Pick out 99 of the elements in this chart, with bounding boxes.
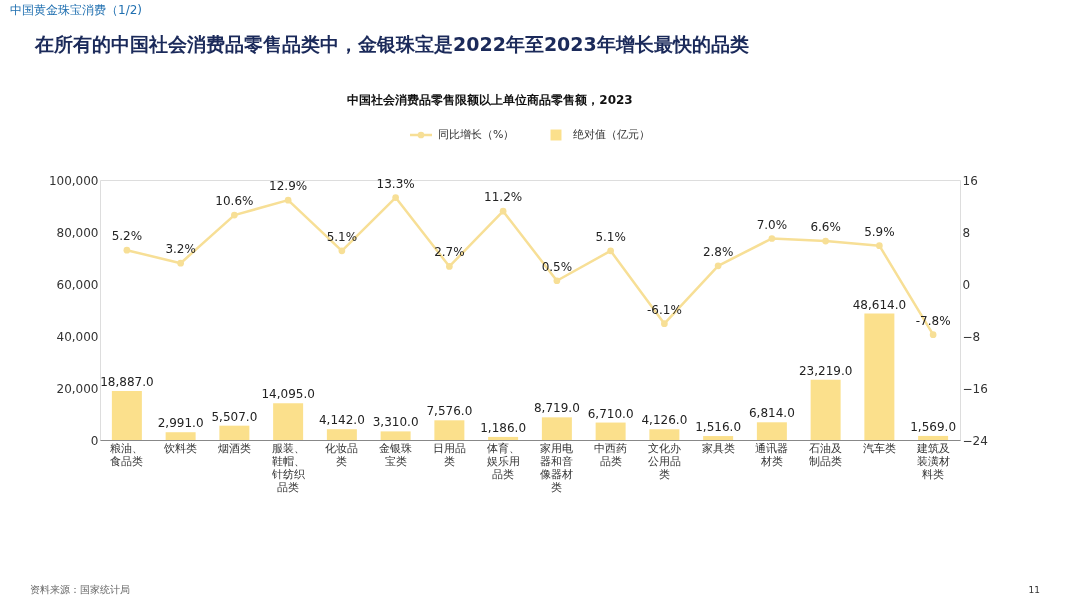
data-label: 23,219.0 [798,363,853,378]
data-label: 5,507.0 [211,409,258,424]
point [177,259,184,267]
y2-tick-label: −8 [962,329,981,344]
bar [864,313,895,440]
point [822,237,829,245]
y2-tick-label: 8 [962,225,971,240]
x-tick-label: 烟酒类 [217,441,251,455]
bar [756,422,787,440]
text: 资料来源：国家统计局 [30,584,130,595]
data-label: 48,614.0 [852,297,907,312]
x-tick-label: 建筑及装潢材料类 [915,441,950,481]
point [876,242,883,249]
x-tick-label: 通讯器材类 [755,441,789,468]
point [284,196,292,204]
y-tick-label: 0 [90,433,99,448]
data-label: 8,719.0 [533,401,580,416]
x-tick-label: 汽车类 [862,441,896,455]
y2-tick-label: −16 [962,381,988,396]
bar [810,379,841,440]
data-label: 6,710.0 [587,406,634,421]
data-label: 2,991.0 [157,416,204,431]
data-label: 5.2% [111,229,143,244]
data-label: 12.9% [269,179,308,194]
data-label: 7,576.0 [426,404,473,419]
point [714,262,722,270]
point [231,211,238,219]
bar [488,436,519,440]
data-label: -7.8% [915,313,951,328]
y-tick-label: 80,000 [56,225,99,240]
data-label: 5.1% [595,229,626,244]
point [553,277,561,285]
point [338,247,346,255]
data-label: 4,142.0 [318,413,365,428]
data-label: 10.6% [215,194,254,209]
data-label: 0.5% [541,259,573,274]
bar [273,403,304,440]
data-label: 18,887.0 [100,374,154,389]
bar [434,420,465,440]
data-label: 1,569.0 [910,419,957,434]
bar [165,432,196,440]
data-label: 2.8% [702,244,734,259]
point [661,320,668,327]
point [392,194,399,201]
legend-label: 同比增长（%） [438,128,515,141]
bar [703,436,734,440]
point [929,331,937,339]
x-tick-label: 家用电器和音像器材类 [540,441,574,494]
x-tick-label: 文化办公用品类 [647,441,681,481]
x-tick-label: 金银珠宝类 [379,441,413,468]
chart-title: 在所有的中国社会消费品零售品类中，金银珠宝是2022年至2023年增长最快的品类 [34,33,749,55]
x-tick-label: 体育、娱乐用品类 [486,441,520,481]
data-label: 6,814.0 [748,406,795,421]
data-label: 11.2% [484,190,523,205]
x-tick-label: 饮料类 [163,441,198,455]
y2-tick-label: −24 [962,433,988,448]
bar [380,431,411,440]
x-tick-label: 服装、鞋帽、针纺织品类 [270,441,305,494]
y-tick-label: 20,000 [56,381,99,396]
y2-tick-label: 16 [962,173,978,188]
data-label: 1,186.0 [480,420,527,435]
point [499,207,507,215]
data-label: -6.1% [646,302,682,317]
data-label: 5.9% [864,224,895,239]
text: 11 [1028,585,1040,595]
data-label: 4,126.0 [641,413,688,428]
point [446,263,453,270]
bar [326,429,357,440]
x-tick-label: 石油及制品类 [809,441,843,468]
legend-label: 绝对值（亿元） [573,128,650,141]
data-label: 5.1% [326,229,358,244]
y-tick-label: 40,000 [56,329,99,344]
bar [918,435,949,440]
y-tick-label: 60,000 [56,277,99,292]
data-label: 3,310.0 [372,415,419,430]
y2-tick-label: 0 [962,277,971,292]
x-tick-label: 家具类 [701,441,735,455]
data-label: 13.3% [376,176,415,191]
bar [219,425,250,440]
data-label: 3.2% [165,242,196,257]
point [768,235,776,242]
data-label: 2.7% [434,245,465,260]
bar [541,417,572,440]
point [123,246,131,254]
data-label: 1,516.0 [695,420,742,435]
bar [649,429,680,440]
bar [595,422,626,440]
x-tick-label: 化妆品类 [325,441,359,468]
x-tick-label: 中西药品类 [594,441,628,468]
bar [111,390,142,440]
x-tick-label: 粮油、食品类 [110,441,144,468]
text: 中国黄金珠宝消费（1/2) [10,3,142,17]
data-label: 6.6% [810,220,841,235]
x-tick-label: 日用品类 [432,441,466,468]
point [607,247,614,255]
y-tick-label: 100,000 [48,173,99,188]
data-label: 7.0% [756,217,788,232]
data-label: 14,095.0 [261,387,315,402]
chart-subtitle: 中国社会消费品零售限额以上单位商品零售额，2023 [347,93,633,107]
